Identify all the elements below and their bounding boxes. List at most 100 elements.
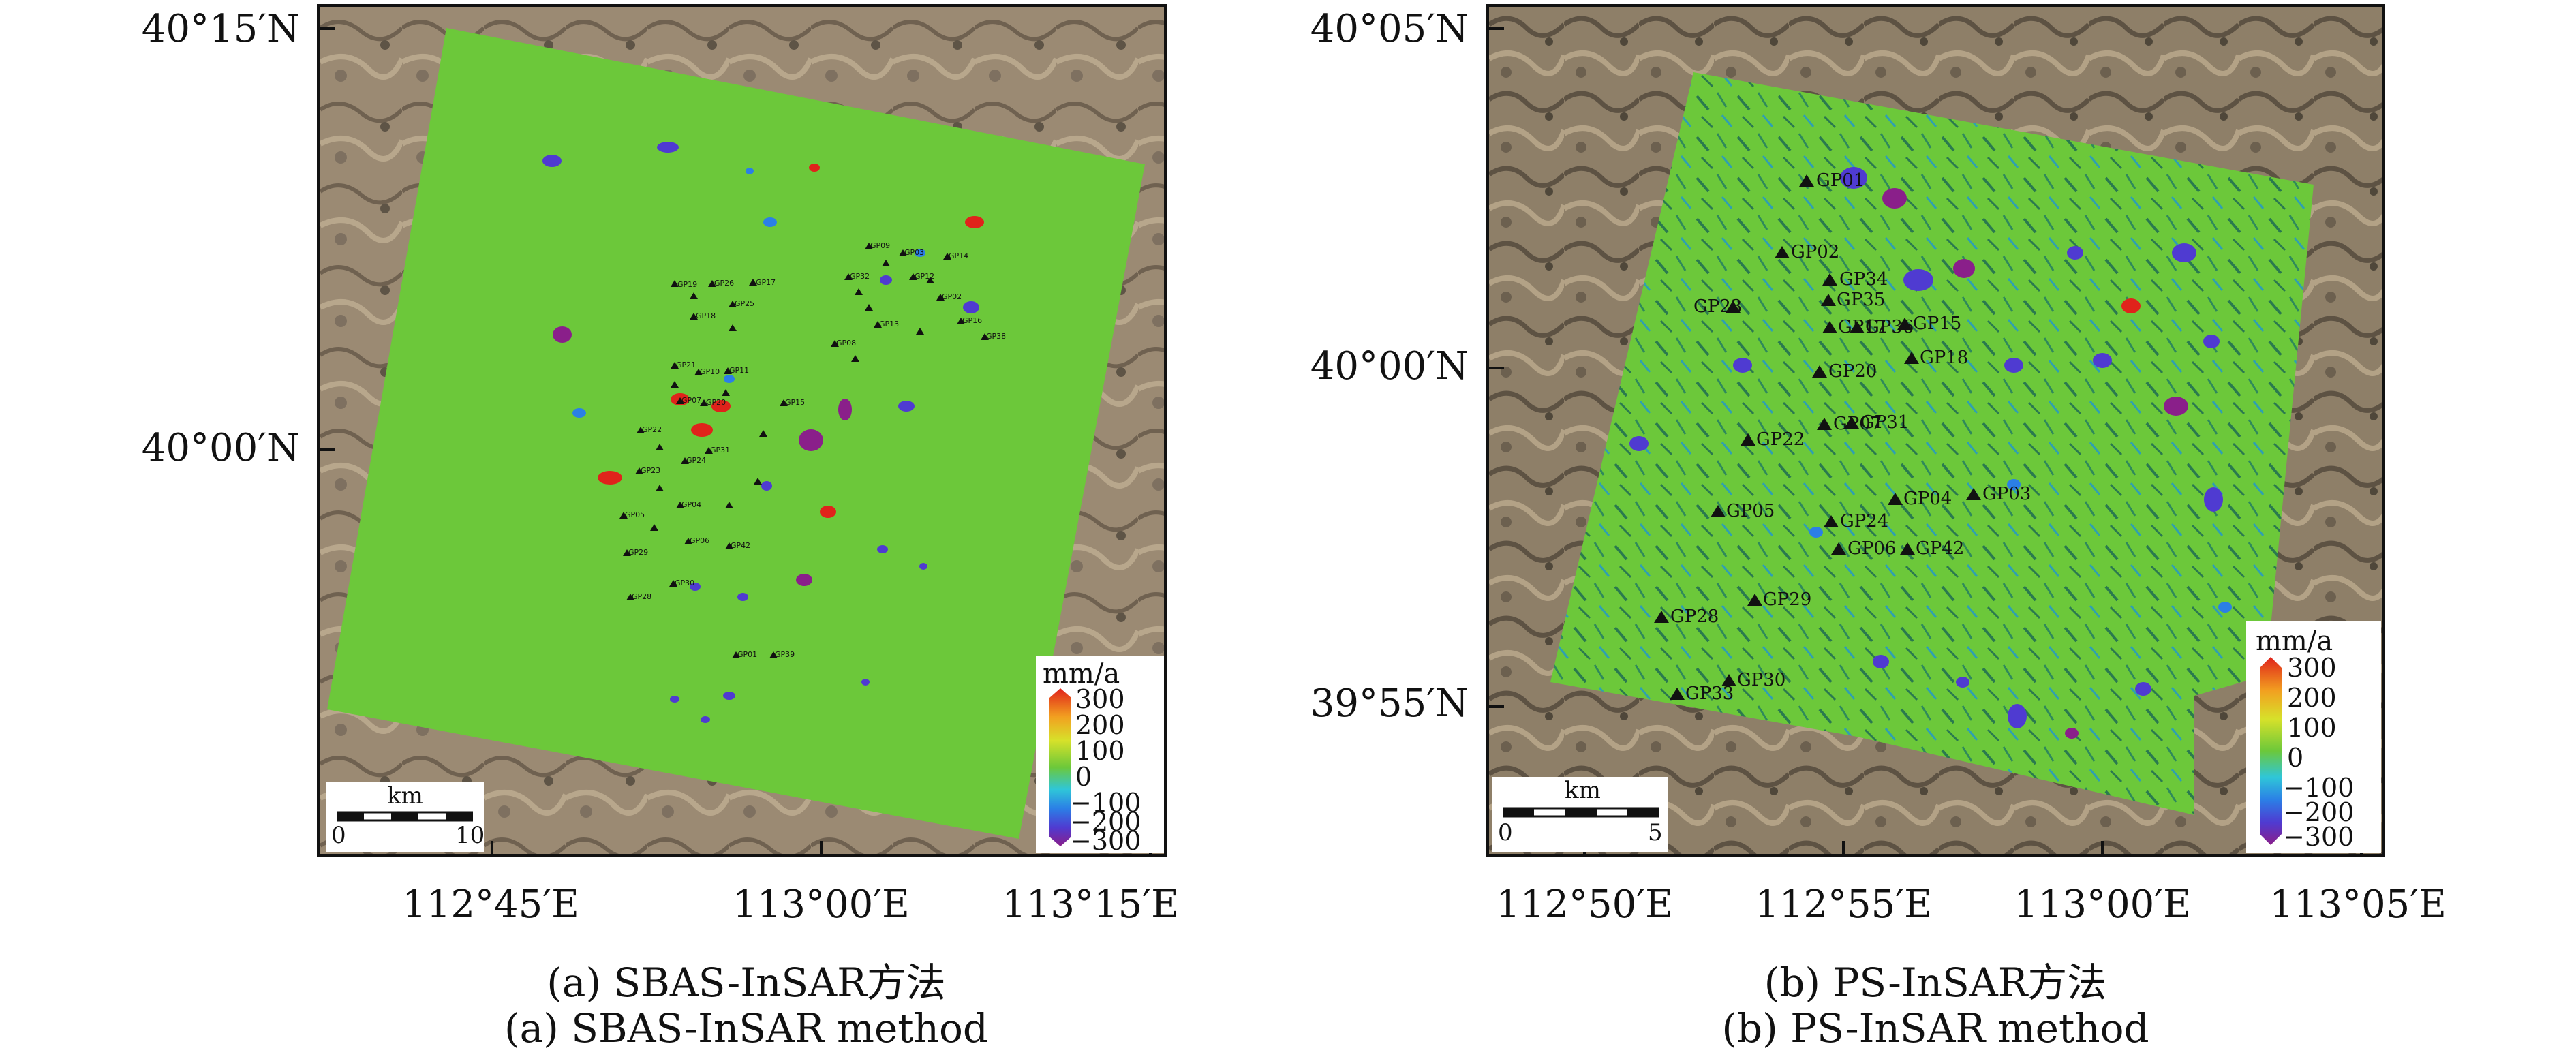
lon-tick-a-2 [820, 841, 823, 856]
ps-coverage-footprint [1550, 72, 2314, 815]
svg-text:GP07: GP07 [681, 396, 701, 405]
svg-text:GP05: GP05 [1726, 501, 1775, 521]
svg-text:GP16: GP16 [962, 316, 982, 325]
svg-text:GP11: GP11 [729, 366, 749, 375]
svg-text:GP29: GP29 [1763, 589, 1811, 610]
lat-tick-a-2 [320, 448, 335, 451]
svg-text:GP01: GP01 [737, 650, 757, 659]
scalebar-bar-a [337, 811, 473, 822]
svg-text:GP23: GP23 [1693, 296, 1742, 317]
svg-text:GP10: GP10 [700, 367, 720, 376]
caption-b-cn: (b) PS-InSAR方法 [1764, 959, 2107, 1006]
scalebar-unit-b: km [1565, 777, 1601, 804]
scalebar-bar-b [1503, 807, 1659, 818]
svg-text:GP28: GP28 [632, 592, 651, 601]
scalebar-end-a: 10 [455, 822, 485, 849]
lon-label-a-2: 113°00′E [733, 882, 910, 927]
svg-text:GP38: GP38 [986, 332, 1006, 341]
legend-tick-a-7: −300 [1070, 826, 1141, 856]
lat-tick-a-1 [320, 27, 335, 30]
svg-text:GP25: GP25 [735, 299, 754, 308]
legend-tick-b-3: 100 [2287, 713, 2337, 743]
svg-text:GP14: GP14 [949, 251, 968, 260]
lon-label-a-1: 112°45′E [402, 882, 579, 927]
lat-tick-b-3 [1489, 705, 1504, 708]
lon-label-a-3: 113°15′E [1002, 882, 1179, 927]
svg-text:GP21: GP21 [676, 360, 696, 369]
sbas-coverage-footprint [327, 28, 1145, 839]
legend-tick-b-6: −200 [2283, 797, 2355, 827]
scalebar-start-b: 0 [1498, 819, 1513, 846]
svg-text:GP18: GP18 [696, 311, 716, 320]
caption-a-cn: (a) SBAS-InSAR方法 [547, 959, 946, 1006]
svg-text:GP30: GP30 [675, 579, 694, 587]
svg-text:GP31: GP31 [1860, 412, 1909, 433]
colorbar-b [2260, 657, 2282, 845]
svg-text:GP30: GP30 [1737, 670, 1785, 690]
legend-tick-b-7: −300 [2283, 822, 2355, 852]
lon-tick-b-2 [1842, 841, 1845, 856]
deformation-spots-b [1629, 167, 2232, 739]
svg-text:GP08: GP08 [836, 339, 856, 348]
svg-text:GP31: GP31 [710, 446, 730, 455]
legend-tick-b-1: 300 [2287, 653, 2337, 683]
legend-title-b: mm/a [2256, 626, 2333, 657]
svg-text:GP36: GP36 [1865, 317, 1914, 337]
legend-tick-a-1: 300 [1075, 684, 1125, 714]
svg-text:GP04: GP04 [1903, 489, 1952, 509]
svg-text:GP06: GP06 [1847, 538, 1896, 559]
lon-tick-a-1 [491, 841, 493, 856]
svg-text:GP06: GP06 [690, 536, 709, 545]
legend-tick-a-4: 0 [1075, 762, 1092, 792]
deformation-spots-a [542, 142, 984, 723]
legend-tick-b-5: −100 [2283, 773, 2355, 803]
colorbar-legend-b: mm/a 300 200 100 0 −100 −200 −300 [2246, 621, 2381, 853]
caption-a-en: (a) SBAS-InSAR method [504, 1005, 988, 1051]
gps-markers-a [619, 243, 989, 658]
scalebar-a: km 0 10 [326, 782, 485, 852]
svg-text:GP42: GP42 [731, 541, 750, 550]
svg-text:GP22: GP22 [1756, 429, 1805, 450]
svg-text:GP42: GP42 [1916, 538, 1964, 559]
lat-label-b-2: 40°00′N [1310, 344, 1469, 388]
legend-tick-b-4: 0 [2287, 743, 2304, 773]
lat-tick-b-1 [1489, 27, 1504, 30]
scalebar-end-b: 5 [1648, 819, 1663, 846]
svg-text:GP33: GP33 [1685, 683, 1734, 704]
svg-text:GP19: GP19 [677, 280, 697, 289]
svg-text:GP02: GP02 [942, 292, 962, 301]
lat-label-a-2: 40°00′N [141, 426, 300, 470]
svg-text:GP07: GP07 [1833, 414, 1882, 434]
caption-b-en: (b) PS-InSAR method [1721, 1005, 2149, 1051]
colorbar-a [1049, 688, 1071, 846]
svg-text:GP09: GP09 [870, 241, 890, 250]
lon-label-b-1: 112°50′E [1496, 882, 1673, 927]
map-panel-a: GP19 GP26 GP25 GP17 GP18 GP21 GP10 GP11 GP07 G… [317, 4, 1167, 857]
svg-text:GP12: GP12 [915, 272, 934, 281]
svg-text:GP03: GP03 [1982, 484, 2031, 504]
legend-tick-a-5: −100 [1070, 788, 1141, 818]
svg-text:GP34: GP34 [1839, 269, 1888, 290]
svg-text:GP24: GP24 [686, 456, 706, 465]
scalebar-b: km 0 5 [1492, 777, 1668, 852]
svg-text:GP35: GP35 [1837, 290, 1885, 310]
lat-tick-b-2 [1489, 367, 1504, 369]
legend-tick-a-2: 200 [1075, 710, 1125, 740]
svg-text:GP24: GP24 [1840, 511, 1888, 532]
colorbar-legend-a: mm/a 300 200 100 0 −100 −200 −300 [1036, 656, 1164, 856]
legend-tick-b-2: 200 [2287, 683, 2337, 713]
lon-label-b-3: 113°00′E [2014, 882, 2191, 927]
gps-markers-b [1654, 174, 1981, 700]
svg-text:GP15: GP15 [785, 398, 805, 407]
legend-title-a: mm/a [1043, 658, 1120, 690]
lat-label-b-3: 39°55′N [1310, 681, 1469, 726]
svg-text:GP01: GP01 [1816, 170, 1865, 191]
lat-label-a-1: 40°15′N [141, 7, 300, 51]
map-panel-b: GP01 GP02 GP34 GP35 GP23 GP17 GP36 GP15 GP18 G… [1486, 4, 2385, 857]
svg-text:GP17: GP17 [1838, 317, 1886, 337]
svg-text:GP20: GP20 [706, 398, 726, 407]
svg-text:GP03: GP03 [904, 248, 924, 257]
legend-tick-a-6: −200 [1070, 807, 1141, 837]
